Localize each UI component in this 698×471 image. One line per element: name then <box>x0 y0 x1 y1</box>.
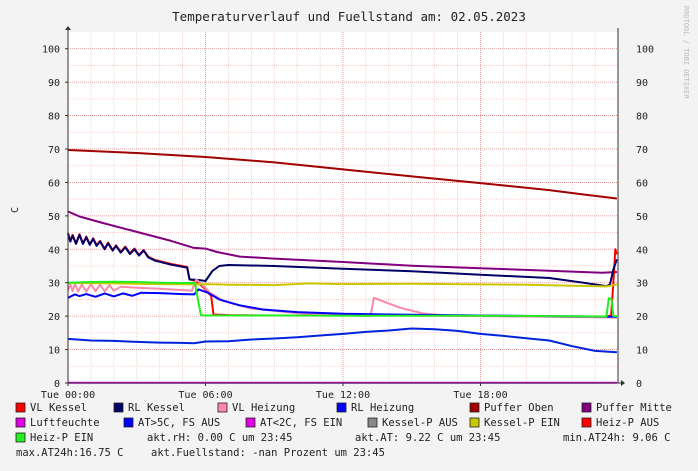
chart-title: Temperaturverlauf und Fuellstand am: 02.… <box>172 9 526 24</box>
y-tick-label-left: 60 <box>48 178 60 189</box>
series-line-kessel-p-ein <box>67 282 618 288</box>
legend-swatch <box>367 417 378 428</box>
legend-label: Puffer Mitte <box>596 402 672 414</box>
y-tick-label-right: 50 <box>636 212 648 223</box>
y-tick-label-right: 80 <box>636 112 648 123</box>
y-tick-label-left: 100 <box>42 45 60 56</box>
y-tick-label-right: 100 <box>636 45 654 56</box>
legend-label: Puffer Oben <box>484 402 554 414</box>
series-line-akt-at <box>67 327 617 354</box>
x-tick-label: Tue 00:00 <box>41 390 95 401</box>
legend-label: VL Heizung <box>232 402 295 414</box>
x-axis-arrow <box>621 380 625 386</box>
series-line-heiz-p-ein <box>67 280 617 318</box>
major-grid <box>68 32 618 383</box>
legend-swatch <box>469 417 480 428</box>
y-tick-label-left: 50 <box>48 212 60 223</box>
y-tick-label-right: 60 <box>636 178 648 189</box>
y-tick-label-right: 0 <box>636 379 642 390</box>
y-tick-label-right: 90 <box>636 78 648 89</box>
x-tick-label: Tue 12:00 <box>316 390 370 401</box>
y-tick-label-right: 70 <box>636 145 648 156</box>
legend-swatch <box>245 417 256 428</box>
legend-at-text: akt.AT: 9.22 C um 23:45 <box>355 432 500 444</box>
y-tick-label-left: 40 <box>48 245 60 256</box>
legend-label: AT>5C, FS AUS <box>138 417 220 429</box>
legend-swatch <box>469 402 480 413</box>
legend-swatch <box>15 402 26 413</box>
legend-swatch <box>15 417 26 428</box>
y-tick-label-right: 30 <box>636 279 648 290</box>
legend-label: Heiz-P EIN <box>30 432 93 444</box>
legend-label: Luftfeuchte <box>30 417 100 429</box>
y-axis-arrow <box>65 26 71 30</box>
legend-swatch <box>581 402 592 413</box>
y-tick-label-left: 20 <box>48 312 60 323</box>
y-tick-label-left: 10 <box>48 346 60 357</box>
legend-label: RL Kessel <box>128 402 185 414</box>
legend-rh-text: akt.rH: 0.00 C um 23:45 <box>147 432 292 444</box>
legend-max-text: max.AT24h:16.75 C <box>16 447 123 459</box>
legend: VL Kessel RL Kessel VL Heizung RL Heizung Pu… <box>15 402 672 459</box>
y-tick-label-left: 30 <box>48 279 60 290</box>
legend-swatch <box>581 417 592 428</box>
y-tick-label-left: 70 <box>48 145 60 156</box>
legend-min-text: min.AT24h: 9.06 C <box>563 432 670 444</box>
y-tick-label-right: 20 <box>636 312 648 323</box>
series-line-rl-heizung <box>67 288 617 318</box>
tick-labels: 0 0 10 10 20 20 30 30 40 40 50 50 60 60 70 70 80 80 90 90 10… <box>41 45 654 401</box>
legend-label: VL Kessel <box>30 402 87 414</box>
legend-swatch <box>15 432 26 443</box>
legend-swatch <box>113 402 124 413</box>
legend-swatch <box>217 402 228 413</box>
series-line-puffer-mitte <box>67 210 617 274</box>
legend-label: RL Heizung <box>351 402 414 414</box>
y-tick-label-right: 10 <box>636 346 648 357</box>
x-tick-label: Tue 06:00 <box>178 390 232 401</box>
legend-swatch <box>336 402 347 413</box>
y-tick-label-right: 40 <box>636 245 648 256</box>
x-tick-label: Tue 18:00 <box>453 390 507 401</box>
y-tick-label-left: 80 <box>48 112 60 123</box>
legend-label: Kessel-P EIN <box>484 417 560 429</box>
legend-label: Heiz-P AUS <box>596 417 659 429</box>
axes <box>65 26 625 386</box>
y-axis-label: C <box>10 207 21 213</box>
legend-label: AT<2C, FS EIN <box>260 417 342 429</box>
series-line-vl-heizung <box>67 278 617 319</box>
y-tick-label-left: 90 <box>48 78 60 89</box>
series-line-puffer-oben <box>67 149 618 200</box>
legend-fuell-text: akt.Fuellstand: -nan Prozent um 23:45 <box>151 447 385 459</box>
legend-label: Kessel-P AUS <box>382 417 458 429</box>
rrdtool-watermark: RRDTOOL / TOBI OETIKER <box>682 6 690 100</box>
legend-swatch <box>123 417 134 428</box>
y-tick-label-left: 0 <box>54 379 60 390</box>
minor-grid <box>68 32 618 383</box>
series-line-rl-kessel <box>67 233 618 288</box>
